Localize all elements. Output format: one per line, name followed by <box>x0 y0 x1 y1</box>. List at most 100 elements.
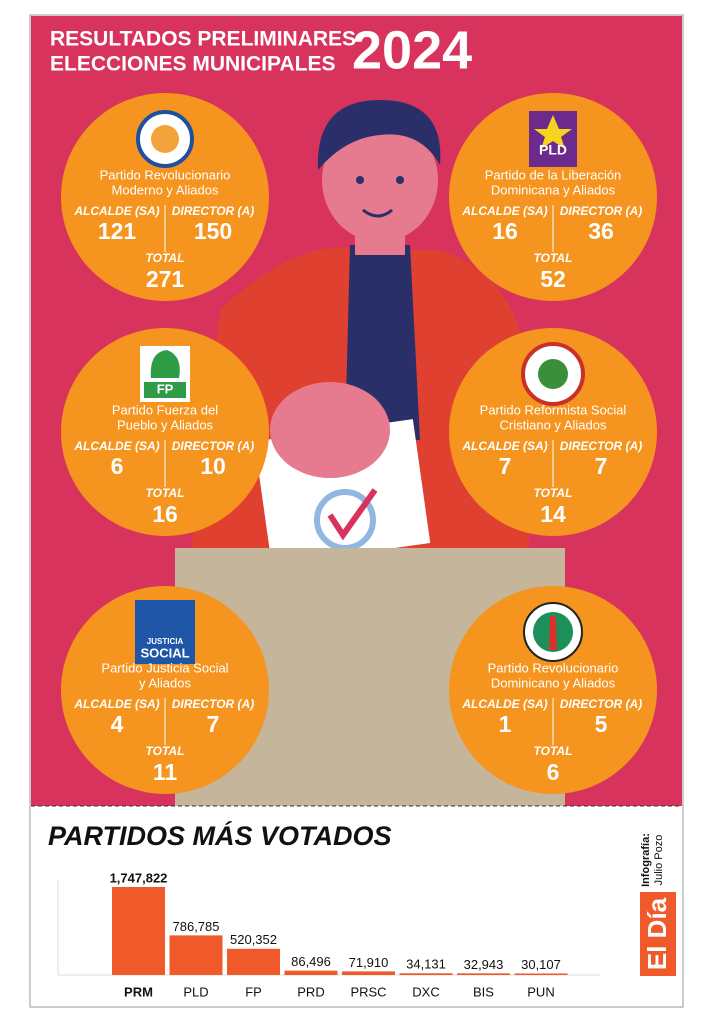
stat-value: 121 <box>98 218 137 244</box>
stat-value: 5 <box>595 711 608 737</box>
logo-bar <box>144 382 186 398</box>
party-name: Partido Revolucionario <box>488 660 619 675</box>
party-name: Partido Reformista Social <box>480 402 627 417</box>
stat-value: 36 <box>588 218 614 244</box>
stat-label: ALCALDE (SA) <box>73 697 159 711</box>
total-label: TOTAL <box>146 486 185 500</box>
x-tick-label: BIS <box>473 984 494 999</box>
logo-text: SOCIAL <box>140 645 189 660</box>
credit-author: Julio Pozo <box>653 835 665 886</box>
x-tick-label: PLD <box>183 984 208 999</box>
party-name: Cristiano y Aliados <box>500 417 607 432</box>
party-name: y Aliados <box>139 675 192 690</box>
stat-label: ALCALDE (SA) <box>461 439 547 453</box>
total-label: TOTAL <box>534 744 573 758</box>
credit: Infografía: Julio Pozo <box>640 833 665 887</box>
credit-label: Infografía: <box>640 833 652 887</box>
party-name: Pueblo y Aliados <box>117 417 214 432</box>
bar <box>399 973 453 975</box>
logo-leaf <box>150 350 180 378</box>
header-line: ELECCIONES MUNICIPALES <box>50 53 335 76</box>
bar <box>112 887 165 975</box>
logo-star <box>534 115 572 149</box>
stat-label: DIRECTOR (A) <box>172 697 254 711</box>
party-name: Partido Fuerza del <box>112 402 218 417</box>
party-name: Partido Justicia Social <box>101 660 228 675</box>
stat-label: DIRECTOR (A) <box>560 204 642 218</box>
stat-label: DIRECTOR (A) <box>560 697 642 711</box>
stat-label: ALCALDE (SA) <box>73 204 159 218</box>
total-value: 271 <box>146 266 185 292</box>
stat-label: ALCALDE (SA) <box>73 439 159 453</box>
party-name: Partido Revolucionario <box>100 167 231 182</box>
party-name: Partido de la Liberación <box>485 167 622 182</box>
total-label: TOTAL <box>146 251 185 265</box>
logo-inner <box>538 359 568 389</box>
x-tick-label: PRM <box>124 984 153 999</box>
bar <box>227 948 280 975</box>
value-label: 86,496 <box>291 954 331 969</box>
card-circle <box>449 328 657 536</box>
stat-value: 7 <box>499 453 512 479</box>
stat-label: ALCALDE (SA) <box>461 204 547 218</box>
total-label: TOTAL <box>534 251 573 265</box>
value-label: 1,747,822 <box>110 870 168 885</box>
total-value: 16 <box>152 501 178 527</box>
party-name: Dominicana y Aliados <box>491 182 616 197</box>
party-name: Moderno y Aliados <box>112 182 219 197</box>
brand: El Día <box>642 897 672 970</box>
stat-value: 1 <box>499 711 512 737</box>
x-tick-label: DXC <box>412 984 439 999</box>
header-year: 2024 <box>352 20 472 80</box>
total-value: 11 <box>153 759 178 785</box>
logo <box>135 600 195 664</box>
x-tick-label: FP <box>245 984 262 999</box>
value-label: 30,107 <box>521 957 561 972</box>
value-label: 34,131 <box>406 957 446 972</box>
card-circle <box>449 93 657 301</box>
stat-label: DIRECTOR (A) <box>172 439 254 453</box>
value-label: 71,910 <box>349 955 389 970</box>
stat-label: DIRECTOR (A) <box>560 439 642 453</box>
bar <box>514 973 568 975</box>
value-label: 786,785 <box>173 919 220 934</box>
stat-value: 150 <box>194 218 232 244</box>
header-line: RESULTADOS PRELIMINARES <box>50 28 356 51</box>
card-circle <box>449 586 657 794</box>
brand-box <box>640 892 676 976</box>
bar <box>457 973 510 975</box>
logo-inner <box>151 125 179 153</box>
logo-text: PLD <box>539 142 567 158</box>
card-circle <box>61 93 269 301</box>
card-circle <box>61 328 269 536</box>
stat-value: 7 <box>207 711 220 737</box>
logo-figure <box>549 616 557 650</box>
logo-text: FP <box>157 381 174 396</box>
stat-value: 7 <box>595 453 608 479</box>
value-label: 520,352 <box>230 932 277 947</box>
bar <box>284 970 338 975</box>
party-name: Dominicano y Aliados <box>491 675 616 690</box>
stat-value: 10 <box>200 453 226 479</box>
x-tick-label: PRD <box>297 984 324 999</box>
total-value: 14 <box>540 501 566 527</box>
stat-value: 4 <box>111 711 124 737</box>
bar <box>342 971 395 975</box>
value-label: 32,943 <box>464 957 504 972</box>
total-value: 52 <box>540 266 566 292</box>
card-circle <box>61 586 269 794</box>
total-value: 6 <box>547 759 560 785</box>
stat-label: DIRECTOR (A) <box>172 204 254 218</box>
stat-label: ALCALDE (SA) <box>461 697 547 711</box>
x-tick-label: PRSC <box>350 984 386 999</box>
chart-title: PARTIDOS MÁS VOTADOS <box>48 820 392 851</box>
x-tick-label: PUN <box>527 984 554 999</box>
stat-value: 16 <box>492 218 518 244</box>
